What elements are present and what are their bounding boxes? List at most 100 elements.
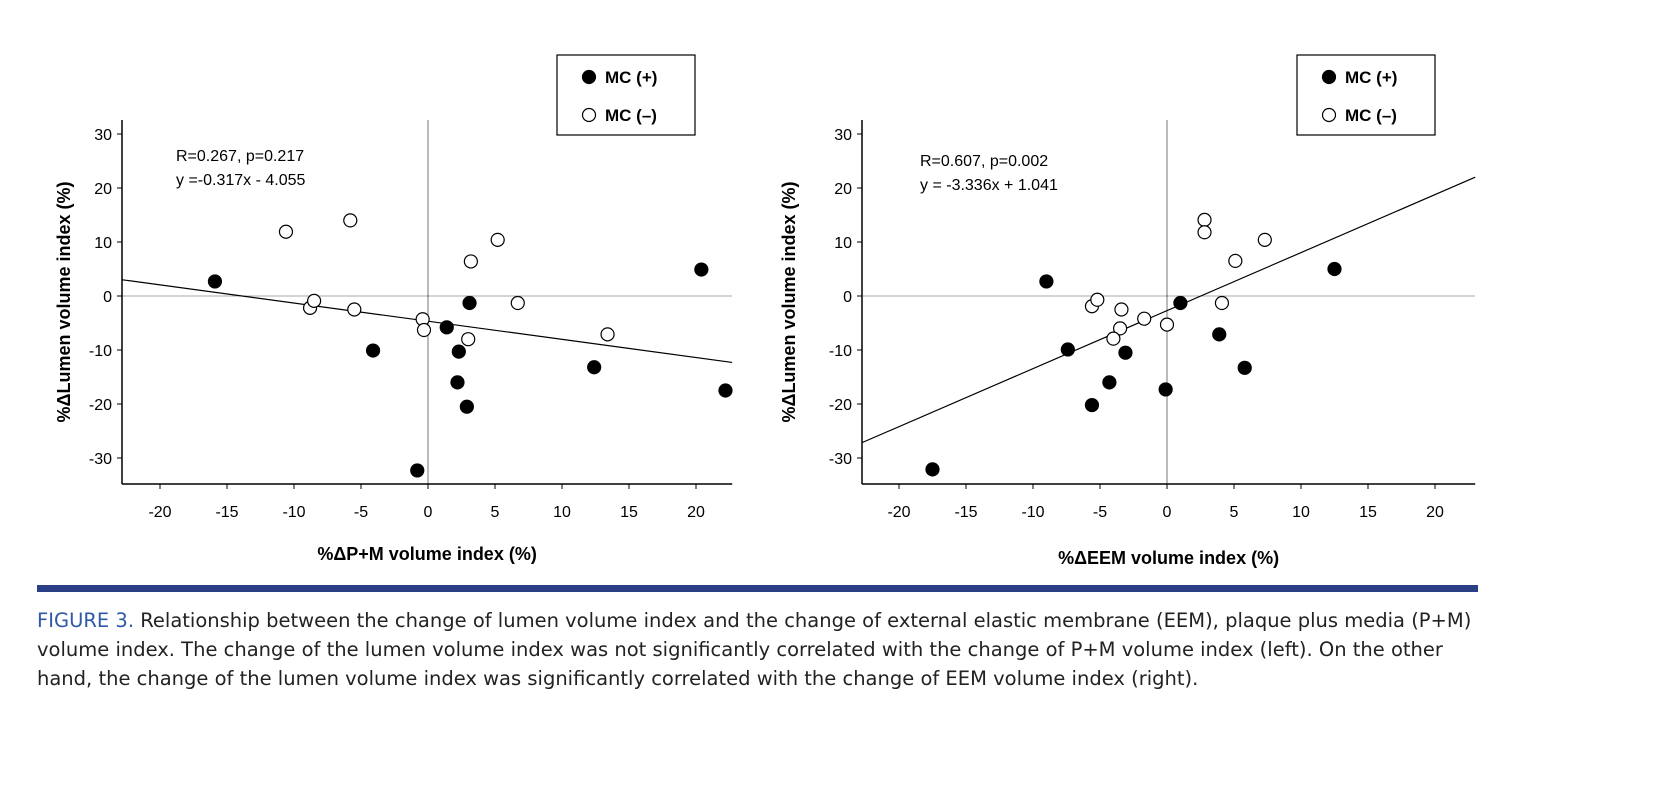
y-tick-label: 20 <box>94 181 112 198</box>
data-point-mc-negative <box>1197 212 1212 227</box>
x-tick-label: 15 <box>620 504 638 521</box>
data-point-mc-positive <box>410 463 425 478</box>
data-point-mc-negative <box>1159 317 1175 332</box>
caption-text: Relationship between the change of lumen… <box>37 609 1472 690</box>
y-tick-label: 0 <box>843 289 852 306</box>
x-tick-label: 20 <box>1426 504 1444 521</box>
y-tick-label: -20 <box>829 397 852 414</box>
regression-line <box>861 176 1476 444</box>
x-tick-label: 5 <box>491 504 500 521</box>
data-point-mc-negative <box>347 302 362 317</box>
y-axis-label: %ΔLumen volume index (%) <box>779 182 799 423</box>
data-point-mc-negative <box>1197 225 1212 240</box>
y-tick-label: 20 <box>834 181 852 198</box>
y-tick-label: -30 <box>89 451 112 468</box>
y-tick-label: -10 <box>829 343 852 360</box>
legend-entry: MC (+) <box>605 68 657 87</box>
x-tick-label: -20 <box>148 504 171 521</box>
data-point-mc-negative <box>307 293 322 308</box>
stats-annotation: y = -3.336x + 1.041 <box>920 177 1058 194</box>
data-point-mc-negative <box>463 254 478 269</box>
data-point-mc-negative <box>1257 232 1272 247</box>
legend: MC (+) MC (–) <box>556 54 696 136</box>
legend-box <box>556 54 696 136</box>
legend-marker-filled <box>1321 69 1337 85</box>
data-point-mc-positive <box>1084 397 1100 413</box>
data-point-mc-negative <box>343 213 358 228</box>
x-tick-label: -15 <box>215 504 238 521</box>
legend-entry: MC (–) <box>1345 106 1397 125</box>
data-point-mc-negative <box>461 332 476 347</box>
x-tick-label: -5 <box>1093 504 1107 521</box>
legend-marker-filled <box>581 69 597 85</box>
data-point-mc-positive <box>1118 345 1133 360</box>
data-point-mc-positive <box>459 399 474 414</box>
data-point-mc-negative <box>1214 295 1230 311</box>
stats-annotation: R=0.267, p=0.217 <box>176 148 304 165</box>
data-point-mc-positive <box>1158 382 1173 397</box>
legend-box <box>1296 54 1436 136</box>
legend-entry: MC (+) <box>1345 68 1397 87</box>
y-tick-label: 30 <box>834 127 852 144</box>
figure-caption: FIGURE 3. Relationship between the chang… <box>37 606 1477 693</box>
data-point-mc-negative <box>1112 321 1128 336</box>
stats-annotation: y =-0.317x - 4.055 <box>176 172 306 189</box>
x-tick-label: 0 <box>424 504 433 521</box>
data-point-mc-negative <box>1137 311 1152 326</box>
x-tick-label: -20 <box>887 504 910 521</box>
stats-annotation: R=0.607, p=0.002 <box>920 153 1048 170</box>
data-point-mc-negative <box>490 232 505 247</box>
figure-charts: -20 -15 -10 -5 0 5 10 15 20 30 20 10 0 -10 -20 -30 %ΔP+M… <box>54 54 1476 568</box>
y-tick-label: -20 <box>89 397 112 414</box>
y-tick-label: 30 <box>94 127 112 144</box>
data-point-mc-negative <box>1228 253 1243 268</box>
legend-marker-open <box>581 107 597 123</box>
data-point-mc-positive <box>1212 327 1227 342</box>
data-point-mc-negative <box>510 295 525 311</box>
data-point-mc-positive <box>587 360 602 375</box>
data-point-mc-negative <box>1090 292 1105 307</box>
data-point-mc-negative <box>416 322 432 338</box>
divider-bar <box>37 585 1478 592</box>
chart-right: -20 -15 -10 -5 0 5 10 15 20 30 20 10 0 -10 -20 -30 %ΔEEM… <box>779 54 1476 568</box>
data-point-mc-positive <box>451 344 466 359</box>
x-tick-label: 10 <box>553 504 571 521</box>
data-point-mc-positive <box>450 375 465 390</box>
data-point-mc-positive <box>207 274 223 289</box>
data-point-mc-positive <box>462 295 477 311</box>
data-point-mc-positive <box>1237 360 1252 375</box>
y-axis-label: %ΔLumen volume index (%) <box>54 182 74 423</box>
data-point-mc-positive <box>1173 295 1188 311</box>
x-tick-label: 20 <box>687 504 705 521</box>
data-point-mc-negative <box>1114 302 1129 317</box>
legend-marker-open <box>1321 107 1337 123</box>
data-point-mc-positive <box>365 343 381 358</box>
x-tick-label: -10 <box>282 504 305 521</box>
data-point-mc-positive <box>925 462 940 477</box>
x-tick-label: -15 <box>954 504 977 521</box>
data-point-mc-negative <box>278 224 294 239</box>
y-tick-label: 10 <box>94 235 112 252</box>
y-tick-label: -10 <box>89 343 112 360</box>
x-tick-label: 5 <box>1230 504 1239 521</box>
y-tick-label: -30 <box>829 451 852 468</box>
data-point-mc-negative <box>600 327 615 342</box>
legend: MC (+) MC (–) <box>1296 54 1436 136</box>
data-point-mc-positive <box>439 320 454 335</box>
x-tick-label: 0 <box>1163 504 1172 521</box>
x-axis-label: %ΔP+M volume index (%) <box>317 544 536 564</box>
x-tick-label: -5 <box>354 504 368 521</box>
data-point-mc-positive <box>1102 375 1117 390</box>
y-tick-label: 10 <box>834 235 852 252</box>
caption-label: FIGURE 3. <box>37 609 135 632</box>
data-point-mc-negative <box>1106 331 1121 346</box>
data-point-mc-positive <box>1060 342 1075 357</box>
x-tick-label: 15 <box>1359 504 1377 521</box>
data-point-mc-positive <box>718 383 733 398</box>
data-point-mc-positive <box>1327 261 1342 277</box>
x-tick-label: 10 <box>1292 504 1310 521</box>
data-point-mc-positive <box>694 262 709 277</box>
x-tick-label: -10 <box>1021 504 1044 521</box>
legend-entry: MC (–) <box>605 106 657 125</box>
chart-left: -20 -15 -10 -5 0 5 10 15 20 30 20 10 0 -10 -20 -30 %ΔP+M… <box>54 54 733 564</box>
